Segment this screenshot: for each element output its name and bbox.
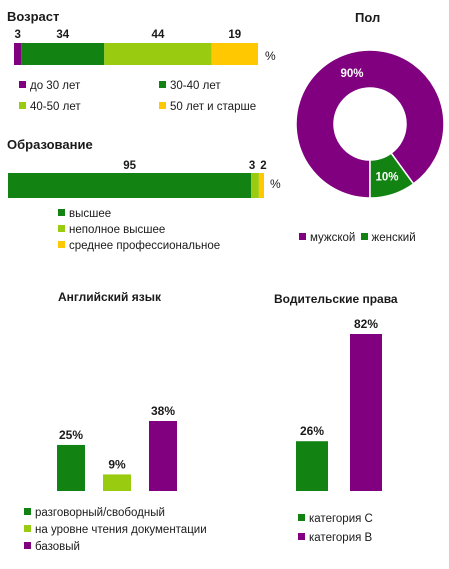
- gender-slice-1: [369, 152, 415, 199]
- education-chart: 95 3 2%: [8, 160, 281, 198]
- english-value-label: 25%: [59, 428, 83, 442]
- legend-label: среднее профессиональное: [69, 240, 221, 252]
- purple-swatch-icon: [24, 542, 31, 549]
- legend-label: до 30 лет: [30, 80, 81, 92]
- age-legend-item-2: 30-40 лет: [159, 80, 221, 92]
- english-chart: 25% 9% 38%: [57, 404, 177, 491]
- lightgreen-swatch-icon: [58, 225, 65, 232]
- purple-swatch-icon: [19, 81, 26, 88]
- legend-label: неполное высшее: [69, 224, 166, 236]
- english-bar: [103, 474, 131, 491]
- education-legend-item-3: среднее профессиональное: [58, 240, 220, 256]
- education-legend-item-2: неполное высшее: [58, 224, 220, 240]
- age-value-label: 3: [14, 29, 20, 41]
- education-unit-label: %: [270, 177, 281, 191]
- education-legend: высшее неполное высшее среднее профессио…: [58, 208, 220, 256]
- yellow-swatch-icon: [58, 241, 65, 248]
- age-unit-label: %: [265, 49, 276, 63]
- english-value-label: 38%: [151, 404, 175, 418]
- education-legend-item-1: высшее: [58, 208, 220, 224]
- legend-label: мужской: [310, 232, 356, 244]
- legend-label: категория С: [309, 513, 373, 525]
- legend-label: на уровне чтения документации: [35, 524, 207, 536]
- education-title: Образование: [7, 137, 93, 152]
- gender-slice-label: 90%: [340, 68, 363, 80]
- age-value-label: 44: [152, 29, 165, 41]
- gender-donut-chart: 90% 10%: [295, 49, 445, 199]
- legend-label: 30-40 лет: [170, 80, 221, 92]
- english-legend-item-3: базовый: [24, 541, 207, 558]
- license-legend-item-2: категория В: [298, 532, 373, 551]
- license-value-label: 82%: [354, 317, 378, 331]
- age-bar-segment: [211, 43, 258, 65]
- green-swatch-icon: [298, 514, 305, 521]
- age-bar-segment: [14, 43, 22, 65]
- english-legend-item-2: на уровне чтения документации: [24, 524, 207, 541]
- license-title: Водительские права: [274, 292, 398, 306]
- legend-label: разговорный/свободный: [35, 507, 165, 519]
- lightgreen-swatch-icon: [19, 102, 26, 109]
- age-legend-item-3: 40-50 лет: [19, 101, 81, 113]
- age-value-label: 34: [56, 29, 69, 41]
- purple-swatch-icon: [299, 233, 306, 240]
- green-swatch-icon: [24, 508, 31, 515]
- legend-label: категория В: [309, 532, 373, 544]
- legend-label: базовый: [35, 541, 80, 553]
- english-bar: [57, 444, 85, 491]
- gender-legend: мужской женский: [299, 232, 416, 244]
- english-title: Английский язык: [58, 290, 161, 304]
- green-swatch-icon: [58, 209, 65, 216]
- education-value-label: 2: [260, 160, 266, 172]
- education-bar-segment: [251, 173, 259, 198]
- license-legend-item-1: категория С: [298, 513, 373, 532]
- lightgreen-swatch-icon: [24, 525, 31, 532]
- legend-label: высшее: [69, 208, 112, 220]
- license-bar: [350, 334, 382, 491]
- english-legend: разговорный/свободный на уровне чтения д…: [24, 507, 207, 558]
- age-bar-segment: [21, 43, 105, 65]
- green-swatch-icon: [159, 81, 166, 88]
- age-legend-item-1: до 30 лет: [19, 80, 80, 92]
- education-bar-segment: [258, 173, 264, 198]
- yellow-swatch-icon: [159, 102, 166, 109]
- age-bar-segment: [104, 43, 212, 65]
- english-legend-item-1: разговорный/свободный: [24, 507, 207, 524]
- legend-label: женский: [371, 232, 416, 244]
- education-value-label: 95: [123, 160, 136, 172]
- license-value-label: 26%: [300, 424, 324, 438]
- legend-label: 40-50 лет: [30, 101, 81, 113]
- green-swatch-icon: [360, 233, 368, 240]
- age-value-label: 19: [228, 29, 241, 41]
- gender-title: Пол: [355, 10, 381, 25]
- education-value-label: 3: [249, 160, 255, 172]
- education-bar-segment: [8, 173, 252, 198]
- english-value-label: 9%: [108, 457, 126, 471]
- age-legend-item-4: 50 лет и старше: [159, 101, 256, 113]
- license-bar: [296, 441, 328, 491]
- gender-slice-label: 10%: [375, 171, 398, 183]
- license-legend: категория С категория В: [298, 513, 373, 551]
- english-bar: [149, 421, 177, 491]
- legend-label: 50 лет и старше: [170, 101, 257, 113]
- license-chart: 26% 82%: [296, 317, 382, 491]
- purple-swatch-icon: [298, 533, 305, 540]
- age-chart: 3 34 44 19%: [14, 29, 276, 65]
- gender-slice-0: [295, 49, 445, 199]
- age-title: Возраст: [7, 9, 60, 24]
